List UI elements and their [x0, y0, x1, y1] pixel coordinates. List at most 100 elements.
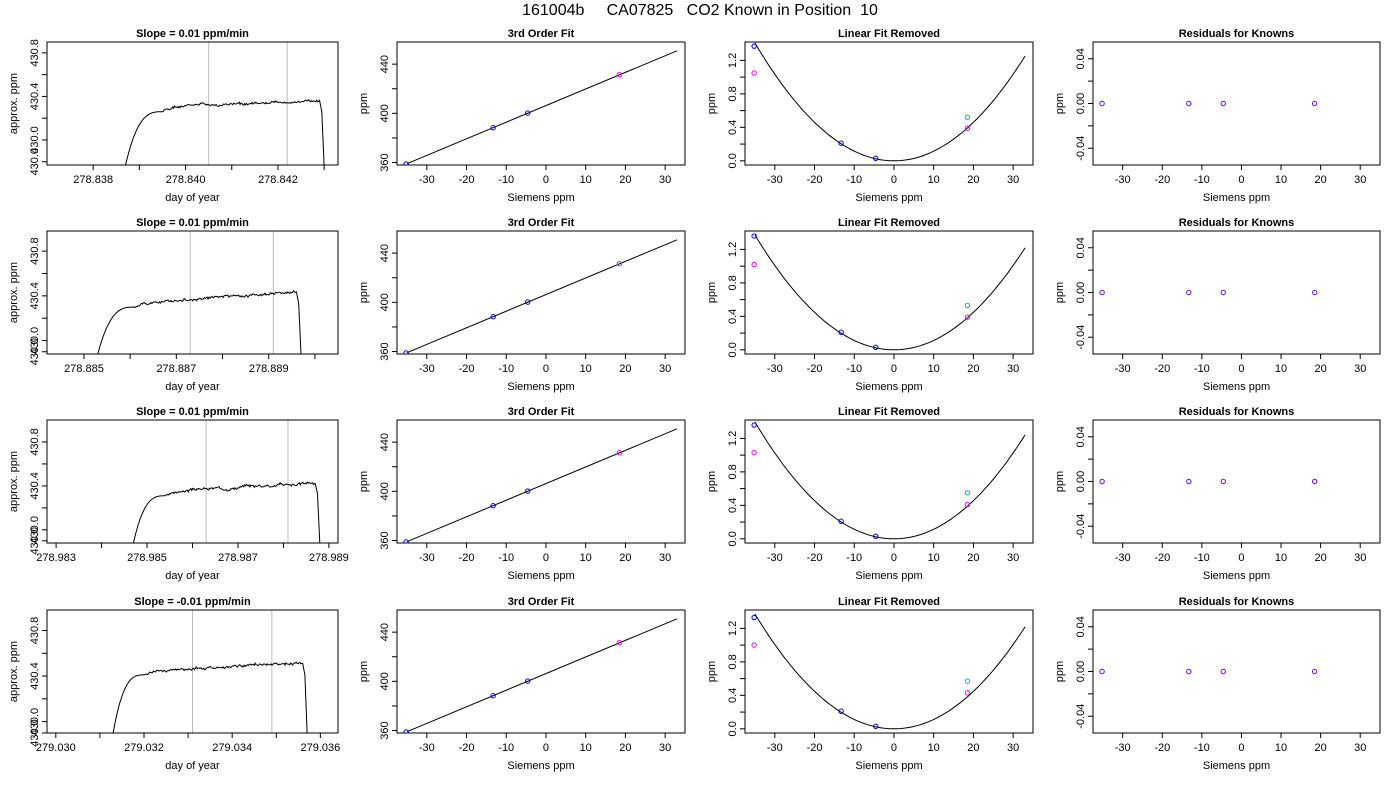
fit-curve [754, 42, 1026, 162]
data-point [403, 729, 409, 733]
data-trace [132, 481, 321, 543]
panel-title: Slope = -0.01 ppm/min [134, 596, 251, 608]
data-point [490, 693, 496, 699]
data-point [1099, 289, 1105, 296]
data-point [1220, 289, 1226, 296]
x-tick-label: 30 [1007, 174, 1019, 186]
data-point [616, 640, 623, 646]
y-axis-label: approx. ppm [8, 451, 20, 512]
x-tick-label: 0 [1238, 742, 1244, 754]
x-tick-label: -10 [1194, 174, 1210, 186]
panel-frame [396, 41, 686, 166]
plot-area [125, 42, 325, 165]
panel-frame [46, 41, 339, 166]
x-axis-label: Siemens ppm [1203, 192, 1270, 204]
x-tick-label: 10 [580, 363, 592, 375]
y-tick-label: 430.8 [29, 617, 41, 645]
x-axis-label: Siemens ppm [855, 381, 922, 393]
y-tick-label: 430.8 [29, 428, 41, 456]
figure-title: 161004b CA07825 CO2 Known in Position 10 [522, 2, 878, 19]
x-tick-label: 278.840 [166, 174, 206, 186]
y-tick-label: 430.0 [29, 126, 41, 154]
x-tick-label: 278.842 [258, 174, 298, 186]
data-point [964, 314, 971, 320]
y-tick-label: 430.0 [29, 719, 41, 747]
data-point [490, 503, 496, 509]
panel-title: Linear Fit Removed [838, 28, 940, 40]
y-tick-label: 0.8 [727, 464, 739, 479]
x-tick-label: 10 [580, 742, 592, 754]
panel-title: 3rd Order Fit [508, 406, 575, 418]
panel-frame [1092, 419, 1381, 544]
x-tick-label: 20 [967, 174, 979, 186]
panel-title: 3rd Order Fit [508, 28, 575, 40]
x-tick-label: -30 [419, 363, 435, 375]
x-tick-label: 20 [967, 742, 979, 754]
plot-area [403, 239, 678, 354]
x-tick-label: 20 [967, 363, 979, 375]
panel-frame [744, 41, 1034, 166]
y-axis-label: ppm [1054, 471, 1066, 492]
data-trace [125, 98, 325, 165]
plot-area [751, 421, 1026, 540]
x-tick-label: 0 [1238, 552, 1244, 564]
x-tick-label: -30 [1115, 174, 1131, 186]
x-tick-label: 278.983 [36, 552, 76, 564]
x-axis-label: Siemens ppm [1203, 570, 1270, 582]
plot-area [112, 610, 308, 733]
x-tick-label: -10 [1194, 742, 1210, 754]
y-tick-label: 360 [379, 531, 391, 549]
fit-curve [754, 613, 1026, 730]
x-tick-label: 10 [928, 742, 940, 754]
x-tick-label: -30 [767, 742, 783, 754]
panel-title: Linear Fit Removed [838, 596, 940, 608]
y-tick-label: 430.8 [29, 237, 41, 265]
panel-0-3: Residuals for Knowns -30 -20 -10 0 10 20 30 -0.0… [1054, 28, 1381, 204]
data-point [1220, 668, 1226, 675]
fit-line [406, 50, 678, 165]
x-tick-label: 30 [1354, 363, 1366, 375]
data-point [751, 614, 757, 621]
x-tick-label: 0 [543, 742, 549, 754]
data-point [872, 155, 879, 162]
x-tick-label: 0 [1238, 174, 1244, 186]
y-axis-label: ppm [1054, 282, 1066, 303]
x-axis-label: day of year [165, 381, 220, 393]
y-tick-label: 430.4 [29, 662, 41, 690]
plot-area [751, 42, 1026, 162]
y-tick-label: 400 [379, 672, 391, 690]
x-tick-label: 30 [1007, 742, 1019, 754]
data-point [1311, 100, 1318, 107]
plot-area [1099, 668, 1318, 675]
y-tick-label: 0.04 [1075, 237, 1087, 258]
data-point [964, 125, 971, 131]
x-tick-label: 20 [619, 742, 631, 754]
panel-1-0: Slope = 0.01 ppm/min 278.885 278.887 278.88… [8, 217, 339, 393]
data-point [964, 302, 971, 309]
y-tick-label: 0.00 [1075, 661, 1087, 682]
panel-frame [396, 419, 686, 544]
data-point [751, 70, 757, 76]
y-axis-label: ppm [358, 93, 370, 114]
data-point [751, 422, 757, 428]
panel-title: 3rd Order Fit [508, 217, 575, 229]
x-tick-label: -20 [807, 363, 823, 375]
x-axis-label: day of year [165, 570, 220, 582]
y-tick-label: 0.4 [727, 309, 739, 324]
y-tick-label: 0.00 [1075, 471, 1087, 492]
panel-title: Slope = 0.01 ppm/min [136, 406, 249, 418]
data-point [616, 261, 623, 267]
panel-0-0: Slope = 0.01 ppm/min 278.838 278.840 278.84… [8, 28, 339, 204]
x-tick-label: -20 [1154, 174, 1170, 186]
data-point [838, 708, 844, 714]
x-tick-label: -30 [419, 742, 435, 754]
panel-title: Residuals for Knowns [1179, 217, 1295, 229]
data-point [872, 344, 879, 351]
data-point [616, 72, 623, 78]
data-point [751, 261, 757, 268]
y-axis-label: approx. ppm [8, 262, 20, 323]
y-tick-label: 430.0 [29, 148, 41, 176]
x-tick-label: 10 [580, 552, 592, 564]
x-tick-label: -20 [459, 742, 475, 754]
